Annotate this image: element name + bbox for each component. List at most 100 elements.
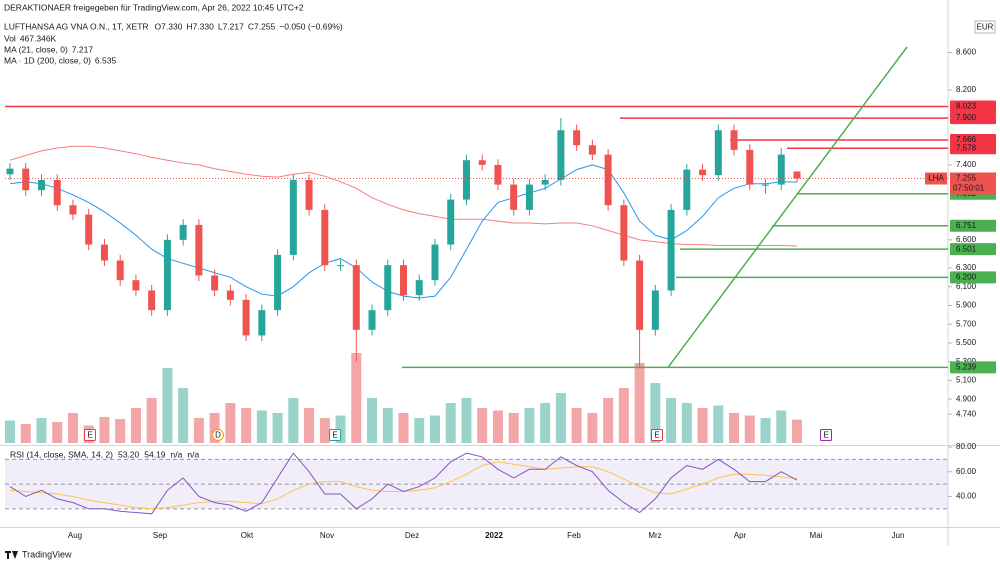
- volume-bar: [571, 408, 582, 443]
- candle-body: [274, 254, 282, 311]
- volume-bar: [36, 418, 47, 443]
- candle-body: [37, 179, 45, 191]
- ohlc-value: L7.217: [218, 21, 244, 31]
- x-tick-label: Aug: [68, 531, 82, 540]
- candle-body: [195, 224, 203, 276]
- candle-body: [226, 290, 234, 300]
- rsi-tick-label: 40.00: [956, 492, 977, 501]
- rsi-value: 54.19: [144, 449, 166, 459]
- level-label-bg: [950, 142, 996, 155]
- level-label: 7.666: [956, 135, 977, 144]
- level-label-bg: [950, 361, 996, 374]
- trend-line: [667, 46, 908, 368]
- volume-bar: [650, 383, 661, 443]
- volume-bar: [603, 398, 614, 443]
- candle-body: [557, 130, 565, 180]
- volume-bar: [225, 403, 236, 443]
- ohlc-value: O7.330: [155, 21, 183, 31]
- candle-body: [730, 130, 738, 150]
- event-marker: [820, 429, 832, 441]
- y-tick-label: 5.900: [956, 301, 977, 310]
- volume-bar: [209, 413, 220, 443]
- level-label: 8.023: [956, 102, 977, 111]
- candle-body: [777, 154, 785, 185]
- event-label: E: [332, 431, 337, 440]
- volume-bar: [130, 408, 141, 443]
- currency: EUR: [977, 23, 994, 32]
- volume-bar: [587, 413, 598, 443]
- volume-bar: [241, 408, 252, 443]
- ma200-label: MA · 1D (200, close, 0): [4, 55, 91, 65]
- candle-body: [352, 265, 360, 330]
- candle-body: [447, 199, 455, 245]
- volume-bar: [67, 413, 78, 443]
- event-label: E: [87, 431, 92, 440]
- level-label: 6.751: [956, 221, 977, 230]
- legend: LUFTHANSA AG VNA O.N., 1T, XETR O7.330 H7.…: [4, 21, 343, 65]
- x-tick-label: Mrz: [648, 531, 661, 540]
- event-label: E: [823, 431, 828, 440]
- candle-body: [69, 205, 77, 215]
- rsi-tick-label: 80.00: [956, 442, 977, 451]
- candle-body: [636, 260, 644, 330]
- candle-body: [384, 265, 392, 311]
- symbol-tag: [925, 172, 947, 185]
- rsi-tick-label: 60.00: [956, 467, 977, 476]
- ma200-line: [9, 145, 798, 247]
- volume-bar: [555, 393, 566, 443]
- brand: TradingView: [22, 549, 72, 559]
- volume-bar: [272, 413, 283, 443]
- volume-bar: [792, 419, 802, 443]
- y-tick-label: 4.740: [956, 409, 977, 418]
- volume-bar: [429, 415, 440, 443]
- y-tick-label: 8.200: [956, 85, 977, 94]
- volume-bar: [256, 410, 267, 443]
- y-tick-label: 8.600: [956, 48, 977, 57]
- candle-body: [321, 209, 329, 266]
- level-label: 6.200: [956, 272, 977, 281]
- volume-bar: [713, 405, 724, 443]
- symbol-tag-label: LHA: [928, 174, 944, 183]
- candle-body: [651, 290, 659, 330]
- countdown: 07:50:01: [953, 184, 985, 193]
- volume-bar: [20, 424, 31, 443]
- candle-body: [368, 310, 376, 330]
- volume-bar: [760, 418, 771, 443]
- volume-bar: [319, 418, 330, 443]
- candle-body: [699, 169, 707, 176]
- ma21-label: MA (21, close, 0): [4, 44, 68, 54]
- volume-bar: [304, 408, 315, 443]
- y-tick-label: 6.100: [956, 282, 977, 291]
- volume-bar: [508, 413, 519, 443]
- rsi-value: n/a: [171, 449, 183, 459]
- currency-box: [974, 20, 996, 34]
- level-label-bg: [950, 243, 996, 256]
- candle-body: [714, 130, 722, 176]
- x-tick-label: Okt: [241, 531, 254, 540]
- candle-body: [242, 299, 250, 336]
- x-tick-label: Jun: [892, 531, 905, 540]
- ohlc-value: H7.330: [186, 21, 214, 31]
- x-tick-label: 2022: [485, 531, 503, 540]
- event-marker: [212, 429, 224, 441]
- ma200-value: 6.535: [95, 55, 117, 65]
- volume-bar: [744, 415, 755, 443]
- candle-body: [746, 149, 754, 185]
- last-price-label: 7.255: [956, 174, 977, 183]
- volume-bar: [492, 410, 503, 443]
- candle-body: [163, 239, 171, 311]
- volume-bar: [540, 403, 551, 443]
- x-tick-label: Mai: [810, 531, 823, 540]
- ohlc-value: C7.255: [248, 21, 276, 31]
- volume-bar: [162, 368, 173, 443]
- level-label-bg: [950, 219, 996, 232]
- volume-bar: [776, 410, 787, 443]
- candle-body: [400, 265, 407, 296]
- x-tick-label: Apr: [734, 531, 747, 540]
- candle-body: [431, 244, 439, 281]
- volume-bar: [351, 353, 362, 443]
- volume-bar: [461, 398, 472, 443]
- level-label-bg: [950, 271, 996, 284]
- event-label: D: [215, 431, 221, 440]
- candle-body: [762, 184, 770, 186]
